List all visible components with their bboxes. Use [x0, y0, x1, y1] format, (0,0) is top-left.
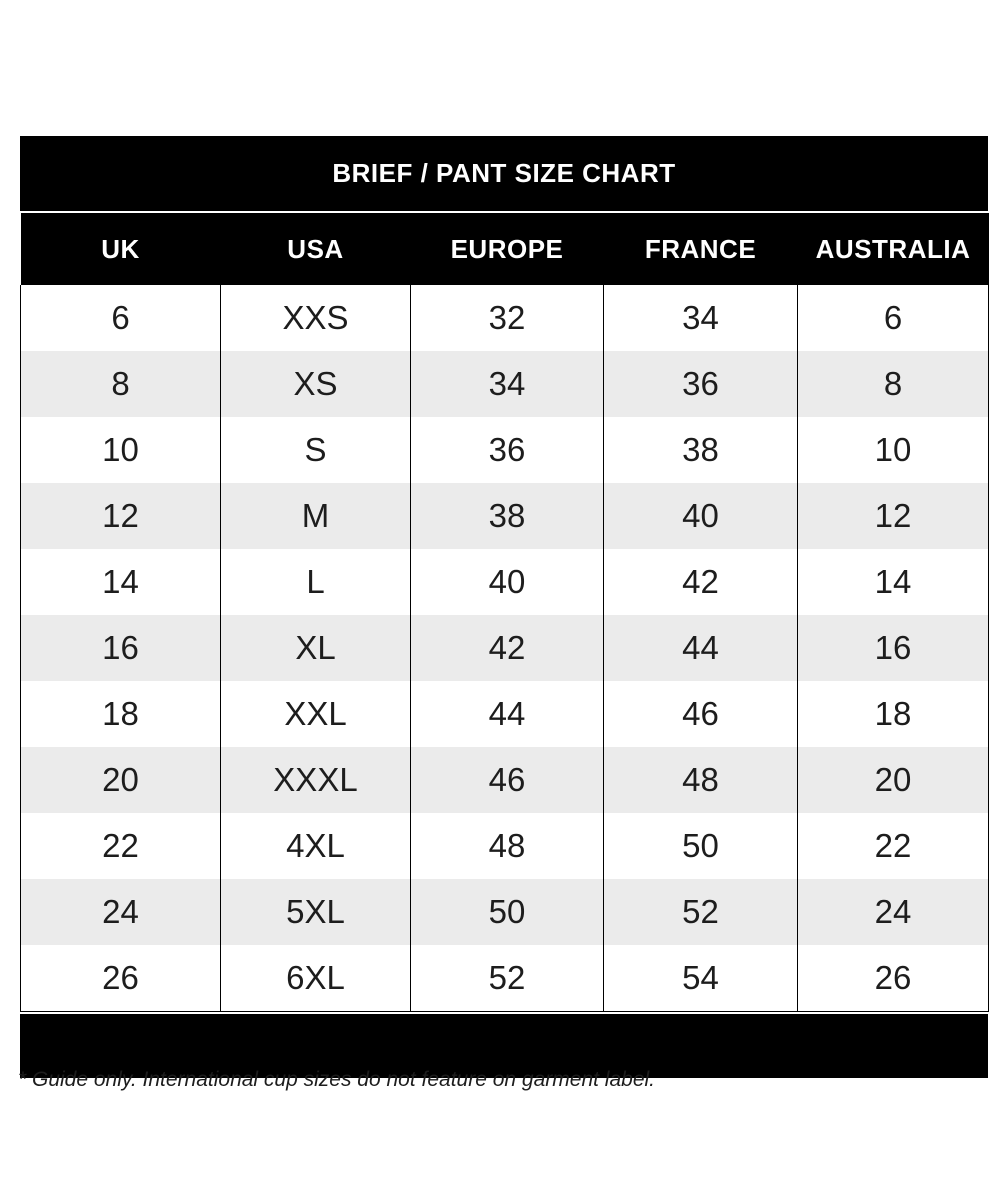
size-cell-usa: XXS: [220, 285, 411, 351]
size-table: UK USA EUROPE FRANCE AUSTRALIA 6 XXS 32 34 6 8 XS 3…: [20, 213, 989, 1012]
size-cell-france: 50: [603, 813, 798, 879]
size-cell-australia: 8: [797, 351, 989, 417]
size-cell-usa: XL: [220, 615, 411, 681]
size-cell-france: 46: [603, 681, 798, 747]
size-table-header: UK USA EUROPE FRANCE AUSTRALIA: [20, 213, 989, 285]
chart-footer-bar: [20, 1014, 988, 1078]
column-header-australia: AUSTRALIA: [797, 213, 989, 285]
size-cell-europe: 42: [410, 615, 604, 681]
column-header-usa: USA: [220, 213, 411, 285]
table-row: 14 L 40 42 14: [20, 549, 989, 615]
chart-title: BRIEF / PANT SIZE CHART: [332, 158, 676, 188]
size-cell-usa: 6XL: [220, 945, 411, 1012]
table-row: 20 XXXL 46 48 20: [20, 747, 989, 813]
table-row: 10 S 36 38 10: [20, 417, 989, 483]
table-row: 8 XS 34 36 8: [20, 351, 989, 417]
size-cell-europe: 52: [410, 945, 604, 1012]
size-cell-uk: 20: [20, 747, 221, 813]
size-cell-usa: S: [220, 417, 411, 483]
size-cell-uk: 26: [20, 945, 221, 1012]
size-cell-australia: 20: [797, 747, 989, 813]
size-cell-australia: 24: [797, 879, 989, 945]
size-cell-usa: XXL: [220, 681, 411, 747]
header-row: UK USA EUROPE FRANCE AUSTRALIA: [20, 213, 989, 285]
table-row: 6 XXS 32 34 6: [20, 285, 989, 351]
column-header-france: FRANCE: [603, 213, 798, 285]
size-cell-europe: 38: [410, 483, 604, 549]
size-cell-france: 52: [603, 879, 798, 945]
size-cell-uk: 8: [20, 351, 221, 417]
size-cell-europe: 40: [410, 549, 604, 615]
size-cell-france: 38: [603, 417, 798, 483]
size-cell-usa: XS: [220, 351, 411, 417]
size-cell-australia: 14: [797, 549, 989, 615]
chart-title-bar: BRIEF / PANT SIZE CHART: [20, 136, 988, 213]
size-table-body: 6 XXS 32 34 6 8 XS 34 36 8 10 S 36 38 10 12 M 38 40 12 14 L 40…: [20, 285, 989, 1012]
size-cell-usa: M: [220, 483, 411, 549]
size-cell-uk: 24: [20, 879, 221, 945]
size-cell-uk: 6: [20, 285, 221, 351]
table-row: 18 XXL 44 46 18: [20, 681, 989, 747]
size-cell-uk: 14: [20, 549, 221, 615]
size-cell-australia: 22: [797, 813, 989, 879]
size-cell-uk: 10: [20, 417, 221, 483]
size-cell-usa: 4XL: [220, 813, 411, 879]
footnote: * Guide only. International cup sizes do…: [18, 1068, 656, 1091]
size-cell-australia: 6: [797, 285, 989, 351]
size-cell-france: 34: [603, 285, 798, 351]
size-cell-usa: 5XL: [220, 879, 411, 945]
table-row: 22 4XL 48 50 22: [20, 813, 989, 879]
size-cell-australia: 12: [797, 483, 989, 549]
size-cell-france: 42: [603, 549, 798, 615]
size-cell-france: 48: [603, 747, 798, 813]
size-cell-usa: XXXL: [220, 747, 411, 813]
size-cell-europe: 34: [410, 351, 604, 417]
table-row: 24 5XL 50 52 24: [20, 879, 989, 945]
size-cell-australia: 26: [797, 945, 989, 1012]
size-cell-europe: 46: [410, 747, 604, 813]
size-chart: BRIEF / PANT SIZE CHART UK USA EUROPE FRANC…: [20, 136, 989, 1078]
size-cell-uk: 18: [20, 681, 221, 747]
size-cell-europe: 48: [410, 813, 604, 879]
size-cell-usa: L: [220, 549, 411, 615]
size-cell-france: 44: [603, 615, 798, 681]
column-header-uk: UK: [20, 213, 221, 285]
size-cell-europe: 36: [410, 417, 604, 483]
table-row: 16 XL 42 44 16: [20, 615, 989, 681]
size-cell-france: 54: [603, 945, 798, 1012]
size-cell-australia: 10: [797, 417, 989, 483]
size-cell-uk: 22: [20, 813, 221, 879]
table-row: 26 6XL 52 54 26: [20, 945, 989, 1012]
size-cell-europe: 50: [410, 879, 604, 945]
size-cell-uk: 16: [20, 615, 221, 681]
size-cell-australia: 16: [797, 615, 989, 681]
size-cell-australia: 18: [797, 681, 989, 747]
size-cell-france: 40: [603, 483, 798, 549]
size-cell-europe: 44: [410, 681, 604, 747]
size-cell-uk: 12: [20, 483, 221, 549]
table-row: 12 M 38 40 12: [20, 483, 989, 549]
size-cell-europe: 32: [410, 285, 604, 351]
column-header-europe: EUROPE: [410, 213, 604, 285]
size-cell-france: 36: [603, 351, 798, 417]
